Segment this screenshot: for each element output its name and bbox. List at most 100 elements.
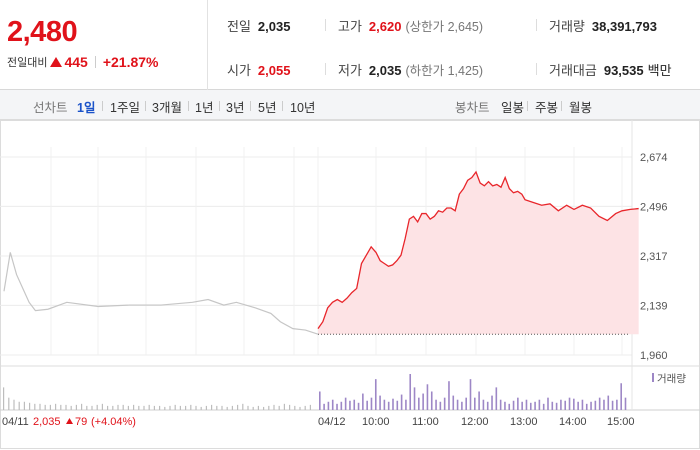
volume-bar xyxy=(598,397,601,410)
volume-bar xyxy=(555,402,558,410)
volume-bar xyxy=(289,404,291,410)
volume-bar xyxy=(568,397,571,410)
y-tick-label: 1,960 xyxy=(640,350,668,362)
divider xyxy=(282,101,283,111)
volume-bar xyxy=(439,401,442,410)
volume-bar xyxy=(55,403,57,410)
volume-bar xyxy=(3,387,5,410)
volume-bar xyxy=(23,401,25,410)
today-line xyxy=(317,170,639,330)
stat-label: 저가 xyxy=(338,63,362,78)
prev-day-percent: (+4.04%) xyxy=(91,416,136,428)
volume-bar xyxy=(495,387,498,410)
period-1w[interactable]: 1주일 xyxy=(110,101,140,115)
volume-bar xyxy=(594,400,597,410)
period-weekly-candle[interactable]: 주봉 xyxy=(535,101,559,115)
volume-bar xyxy=(336,403,338,410)
volume-bar xyxy=(278,405,280,410)
volume-bar xyxy=(413,387,416,410)
volume-bar xyxy=(409,374,412,410)
stat-value: 2,620 xyxy=(368,19,402,34)
volume-bar xyxy=(370,397,373,410)
x-tick-label: 04/12 xyxy=(318,416,346,428)
stat-volume: 거래량 38,391,793 xyxy=(549,16,657,35)
volume-bar xyxy=(504,401,506,410)
volume-bar xyxy=(474,397,476,410)
volume-bar xyxy=(13,399,15,410)
period-monthly-candle[interactable]: 월봉 xyxy=(569,101,593,115)
volume-bar xyxy=(517,397,519,410)
volume-bar xyxy=(263,406,265,410)
volume-bar xyxy=(18,401,20,410)
period-selector: 선차트 1일 1주일 3개월 1년 3년 5년 10년 봉차트 일봉 주봉 월봉 xyxy=(0,90,700,120)
volume-bar xyxy=(430,391,433,410)
volume-bar xyxy=(247,405,249,410)
volume-bar xyxy=(268,405,270,410)
volume-bar xyxy=(585,403,588,410)
volume-bar xyxy=(65,404,67,410)
x-axis-labels: 04/11 04/12 10:00 11:00 12:00 13:00 14:00 15:00… xyxy=(2,416,635,428)
volume-bar xyxy=(75,404,77,410)
volume-bar xyxy=(164,406,166,410)
volume-bar xyxy=(107,405,109,410)
stat-prev-close: 전일 2,035 xyxy=(227,16,290,35)
stat-open: 시가 2,055 xyxy=(227,60,290,79)
volume-bar xyxy=(508,403,511,410)
volume-bar xyxy=(396,400,399,410)
volume-bar xyxy=(39,403,41,410)
volume-bar xyxy=(60,404,62,410)
x-tick-label: 12:00 xyxy=(461,416,489,428)
volume-bar xyxy=(344,397,347,410)
volume-bar xyxy=(478,391,480,410)
y-tick-label: 2,317 xyxy=(640,251,668,263)
volume-bar xyxy=(392,398,394,410)
y-tick-label: 2,496 xyxy=(640,201,668,213)
volume-bar xyxy=(252,406,254,410)
divider xyxy=(536,19,537,31)
period-1y[interactable]: 1년 xyxy=(195,101,214,115)
volume-bar xyxy=(195,405,197,410)
x-tick-label: 04/11 xyxy=(2,416,29,428)
divider xyxy=(561,101,562,111)
volume-bar xyxy=(117,404,119,410)
volume-bar xyxy=(486,401,489,410)
change-percent: +21.87% xyxy=(102,54,159,70)
period-5y[interactable]: 5년 xyxy=(258,101,277,115)
volume-bar xyxy=(581,399,584,410)
volume-bar xyxy=(44,404,46,410)
volume-bar xyxy=(525,399,528,410)
period-1d[interactable]: 1일 xyxy=(77,101,96,115)
stat-value: 2,055 xyxy=(257,63,291,78)
volume-bar xyxy=(304,405,306,410)
line-chart-label: 선차트 xyxy=(33,101,68,115)
stat-value: 2,035 xyxy=(257,19,291,34)
volume-bar xyxy=(283,403,285,410)
volume-bar xyxy=(624,397,627,410)
divider xyxy=(145,101,146,111)
period-3y[interactable]: 3년 xyxy=(226,101,245,115)
stat-sub: (상한가 2,645) xyxy=(405,20,484,34)
x-tick-label: 11:00 xyxy=(412,416,439,428)
volume-bar xyxy=(461,401,463,410)
period-3m[interactable]: 3개월 xyxy=(152,101,182,115)
volume-bar xyxy=(91,405,93,410)
stat-label: 거래량 xyxy=(549,19,585,34)
volume-bar xyxy=(205,405,207,410)
volume-bar xyxy=(418,397,420,410)
period-daily-candle[interactable]: 일봉 xyxy=(501,101,525,115)
period-10y[interactable]: 10년 xyxy=(290,101,316,115)
stat-high: 고가 2,620 (상한가 2,645) xyxy=(338,16,483,35)
quote-header: 2,480 전일대비 445 +21.87% 전일 2,035 고가 2,620… xyxy=(0,0,700,90)
volume-bar xyxy=(226,406,228,410)
prev-day-line xyxy=(3,252,319,335)
volume-bar xyxy=(185,405,187,410)
volume-bar xyxy=(573,398,575,410)
divider xyxy=(325,63,326,75)
volume-bar xyxy=(521,401,523,410)
y-tick-label: 2,139 xyxy=(640,300,668,312)
y-tick-label: 2,674 xyxy=(640,152,668,164)
volume-bar xyxy=(435,399,437,410)
volume-bar xyxy=(538,399,541,410)
volume-bar xyxy=(127,405,129,410)
volume-bar xyxy=(169,405,171,410)
